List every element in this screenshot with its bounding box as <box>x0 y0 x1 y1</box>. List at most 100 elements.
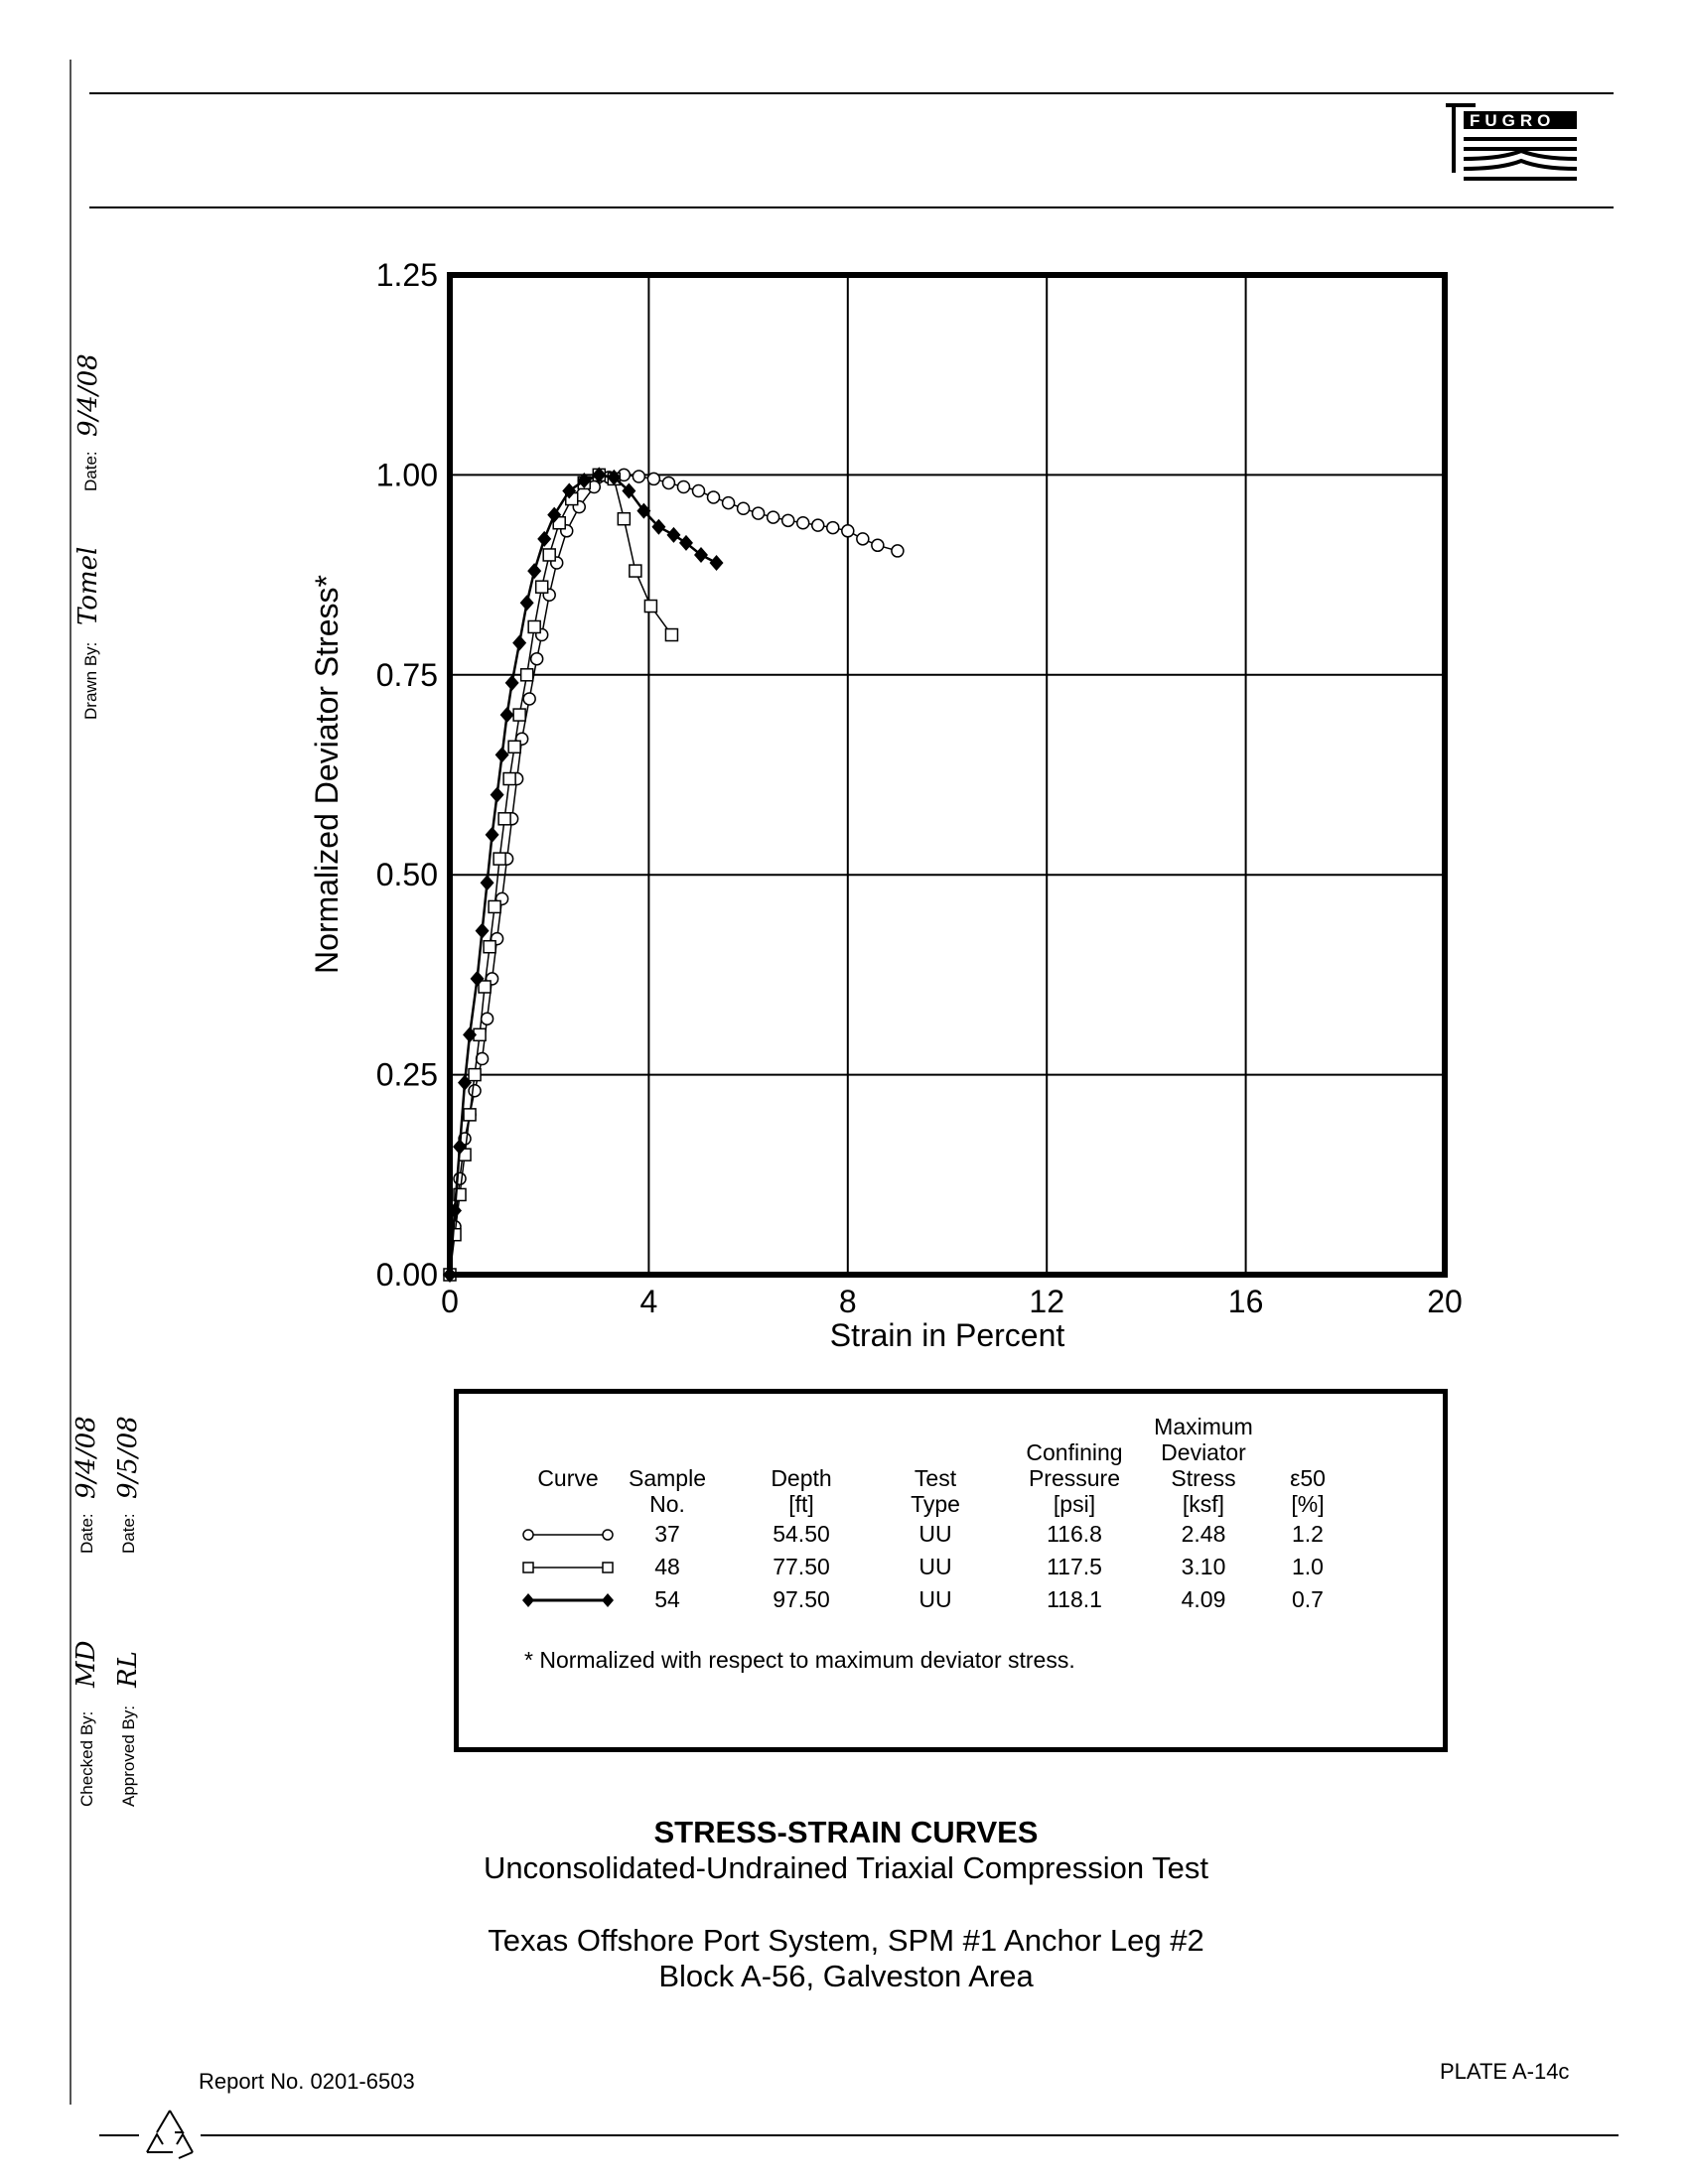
data-point-circle <box>676 479 691 494</box>
data-point-square <box>527 619 541 634</box>
curve-symbol-square <box>522 1562 614 1573</box>
y-tick-label: 0.50 <box>376 857 438 892</box>
project-line-1: Texas Offshore Port System, SPM #1 Ancho… <box>488 1923 1204 1958</box>
data-point-diamond <box>636 502 651 519</box>
data-point-square <box>478 980 492 994</box>
x-axis-label: Strain in Percent <box>830 1317 1065 1353</box>
data-point-square <box>507 740 521 754</box>
data-point-circle <box>646 472 661 486</box>
data-point-square <box>617 511 632 526</box>
data-point-square <box>519 668 534 682</box>
y-tick-label: 0.75 <box>376 657 438 693</box>
approved-by-signature: RL <box>113 1651 143 1688</box>
checked-by-signature: MD <box>71 1640 101 1688</box>
header-maxdev: Maximum Deviator Stress [ksf] <box>1154 1414 1253 1517</box>
data-point-diamond <box>512 634 527 651</box>
data-point-square <box>468 1067 482 1082</box>
data-point-circle <box>706 490 721 504</box>
data-point-circle <box>529 651 544 666</box>
data-point-circle <box>751 506 766 520</box>
data-point-circle <box>691 483 706 498</box>
data-point-circle <box>736 501 751 515</box>
data-point-square <box>497 812 511 826</box>
cell-maxdev: 2.48 <box>1181 1521 1226 1547</box>
data-point-square <box>512 708 526 722</box>
data-point-diamond <box>504 674 519 691</box>
cell-maxdev: 4.09 <box>1181 1586 1226 1612</box>
x-tick-label: 20 <box>1427 1284 1463 1319</box>
plate-number: PLATE A-14c <box>1440 2059 1570 2084</box>
checked-date: 9/4/08 <box>71 1416 101 1499</box>
main-title: STRESS-STRAIN CURVES <box>653 1815 1039 1849</box>
cell-sample: 37 <box>654 1521 680 1547</box>
series-diamond-sample-54 <box>443 467 724 1283</box>
checked-by-label: Checked By: <box>77 1710 96 1807</box>
curve-symbol-diamond <box>522 1593 614 1607</box>
recycle-icon <box>139 2107 201 2164</box>
data-point-diamond <box>485 826 499 843</box>
data-point-diamond <box>651 518 666 535</box>
cell-maxdev: 3.10 <box>1181 1554 1226 1579</box>
cell-depth: 97.50 <box>773 1586 830 1612</box>
data-point-diamond <box>499 707 514 724</box>
data-point-diamond <box>480 875 494 891</box>
cell-confining: 117.5 <box>1047 1554 1102 1579</box>
y-axis-label: Normalized Deviator Stress* <box>309 575 345 974</box>
legend-table: Curve Sample No. Depth [ft] Test Type Confi… <box>454 1389 1448 1752</box>
x-tick-label: 4 <box>640 1284 658 1319</box>
data-point-circle <box>891 544 905 558</box>
data-point-circle <box>480 1012 494 1025</box>
data-point-diamond <box>494 747 509 763</box>
header-curve: Curve <box>537 1465 599 1491</box>
data-point-diamond <box>678 534 693 551</box>
header-depth: Depth [ft] <box>771 1465 832 1517</box>
data-point-diamond <box>475 922 490 939</box>
logo-lines <box>1463 137 1578 181</box>
report-number: Report No. 0201-6503 <box>199 2069 415 2094</box>
project-line-2: Block A-56, Galveston Area <box>658 1959 1034 1993</box>
header-bottom-rule <box>89 206 1614 208</box>
cell-confining: 118.1 <box>1047 1586 1102 1612</box>
data-point-circle <box>780 513 795 528</box>
curve-symbol-circle <box>522 1529 614 1541</box>
data-point-square <box>493 852 506 866</box>
data-point-diamond <box>694 546 709 563</box>
data-point-square <box>643 599 658 614</box>
approved-by-label: Approved By: <box>119 1705 138 1807</box>
x-tick-label: 16 <box>1228 1284 1264 1319</box>
data-point-circle <box>871 538 885 553</box>
cell-test: UU <box>918 1521 952 1547</box>
data-point-diamond <box>458 1074 473 1091</box>
cell-confining: 116.8 <box>1047 1521 1102 1547</box>
data-point-diamond <box>490 786 504 803</box>
y-tick-label: 0.25 <box>376 1057 438 1093</box>
footer-rule <box>99 2134 1619 2136</box>
data-point-diamond <box>666 526 681 543</box>
data-point-diamond <box>547 506 562 523</box>
data-point-diamond <box>537 530 552 547</box>
cell-sample: 54 <box>654 1586 680 1612</box>
data-point-diamond <box>709 555 724 572</box>
header-sample: Sample No. <box>629 1465 706 1517</box>
header-confining: Confining Pressure [psi] <box>1026 1439 1123 1517</box>
data-point-square <box>629 564 642 578</box>
left-margin-rule <box>70 60 71 2105</box>
data-point-square <box>502 771 516 786</box>
data-point-square <box>488 899 501 914</box>
data-point-square <box>483 939 496 954</box>
cell-depth: 54.50 <box>773 1521 830 1547</box>
x-tick-label: 12 <box>1029 1284 1064 1319</box>
cell-test: UU <box>918 1554 952 1579</box>
plot-frame <box>447 272 1448 1278</box>
data-point-diamond <box>562 482 577 499</box>
data-point-circle <box>522 692 536 706</box>
logo-text: FUGRO <box>1470 111 1556 130</box>
data-point-circle <box>810 518 825 532</box>
subtitle: Unconsolidated-Undrained Triaxial Compre… <box>483 1850 1208 1885</box>
data-point-diamond <box>453 1139 468 1156</box>
data-point-diamond <box>463 1026 478 1043</box>
data-point-square <box>463 1108 477 1122</box>
data-point-square <box>534 580 549 594</box>
header-test: Test Type <box>911 1465 960 1517</box>
data-point-circle <box>661 476 676 490</box>
